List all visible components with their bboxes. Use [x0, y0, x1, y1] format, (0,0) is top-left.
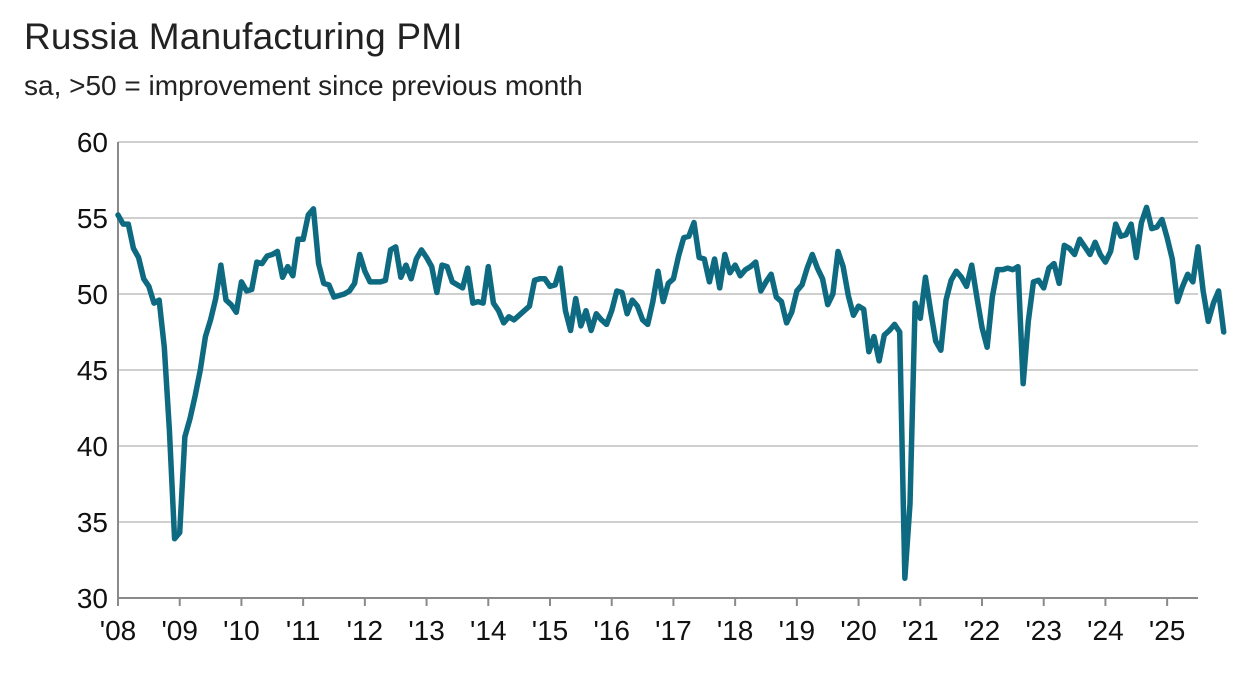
x-tick-label-2021: '21 [902, 615, 939, 646]
x-tick-label-2008: '08 [100, 615, 137, 646]
x-tick-label-2011: '11 [286, 615, 320, 646]
y-tick-label-50: 50 [77, 279, 108, 310]
x-tick-label-2016: '16 [593, 615, 630, 646]
series-layer [115, 204, 1227, 581]
x-tick-label-2025: '25 [1149, 615, 1186, 646]
y-tick-label-35: 35 [77, 507, 108, 538]
x-tick-label-2023: '23 [1025, 615, 1062, 646]
y-tick-labels: 30 35 40 45 50 55 60 [77, 127, 108, 614]
x-tick-label-2017: '17 [655, 615, 692, 646]
x-tick-label-2015: '15 [532, 615, 569, 646]
y-tick-label-30: 30 [77, 583, 108, 614]
chart-subtitle: sa, >50 = improvement since previous mon… [24, 70, 583, 101]
x-tick-label-2013: '13 [408, 615, 445, 646]
y-tick-label-45: 45 [77, 355, 108, 386]
x-tick-labels: '08 '09 '10 '11 '12 '13 '14 '15 '16 '17 '18 '19 '20 '… [100, 615, 1186, 646]
axes [117, 142, 1198, 606]
x-tick-label-2024: '24 [1087, 615, 1124, 646]
y-tick-label-40: 40 [77, 431, 108, 462]
x-tick-label-2018: '18 [717, 615, 754, 646]
x-tick-label-2010: '10 [223, 615, 260, 646]
y-tick-label-60: 60 [77, 127, 108, 158]
x-tick-label-2020: '20 [840, 615, 877, 646]
series-line-pmi [115, 204, 1227, 581]
x-tick-label-2022: '22 [964, 615, 1001, 646]
x-tick-label-2012: '12 [347, 615, 384, 646]
x-tick-label-2014: '14 [470, 615, 507, 646]
y-tick-label-55: 55 [77, 203, 108, 234]
x-tick-label-2009: '09 [161, 615, 198, 646]
x-tick-label-2019: '19 [779, 615, 816, 646]
chart-title: Russia Manufacturing PMI [24, 16, 463, 57]
gridlines [118, 141, 1198, 523]
